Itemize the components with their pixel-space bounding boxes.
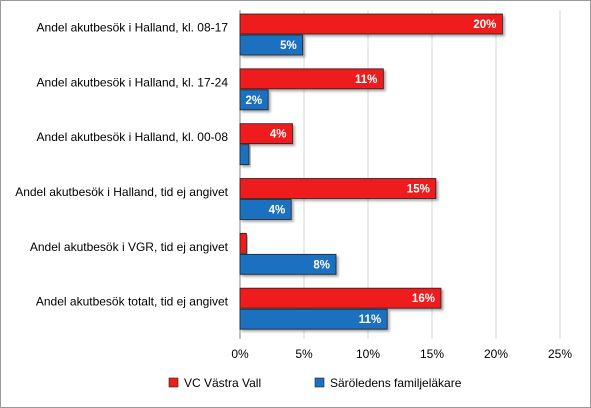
category-labels: Andel akutbesök i Halland, kl. 08-17 Ande…: [15, 20, 228, 308]
x-tick-label: 15%: [420, 347, 444, 361]
x-tick-label: 10%: [356, 347, 380, 361]
x-tick-label: 0%: [231, 347, 249, 361]
bars: 20% 5% 11% 2% 4% 15% 4% 8% 16% 11%: [239, 13, 503, 330]
data-label: 11%: [359, 314, 381, 326]
x-tick-label: 20%: [484, 347, 508, 361]
category-label: Andel akutbesök i Halland, kl. 00-08: [37, 130, 229, 144]
bar-vc-vastra-vall: [239, 123, 293, 145]
data-label: 15%: [407, 184, 430, 196]
bar-saroledens: [239, 253, 337, 275]
data-label: 16%: [412, 293, 435, 305]
bar-saroledens: [239, 89, 269, 111]
x-tick-label: 5%: [295, 347, 313, 361]
bar-saroledens: [239, 34, 304, 56]
category-label: Andel akutbesök totalt, tid ej angivet: [36, 295, 229, 309]
data-label: 2%: [246, 95, 263, 107]
gridlines: [239, 10, 561, 339]
data-label: 4%: [270, 129, 287, 141]
bar-vc-vastra-vall: [239, 232, 247, 254]
bar-saroledens: [239, 144, 250, 166]
legend-swatch: [168, 377, 179, 388]
bar-vc-vastra-vall: [239, 68, 384, 90]
data-label: 5%: [280, 40, 297, 52]
legend-label: VC Västra Vall: [184, 376, 261, 390]
legend-swatch: [314, 377, 325, 388]
x-tick-labels: 0% 5% 10% 15% 20% 25%: [231, 347, 572, 361]
bar-vc-vastra-vall: [239, 13, 503, 35]
data-label: 4%: [269, 205, 286, 217]
category-label: Andel akutbesök i Halland, kl. 17-24: [37, 75, 229, 89]
legend: VC Västra Vall Säröledens familjeläkare: [168, 376, 462, 390]
data-label: 11%: [355, 74, 377, 86]
bar-vc-vastra-vall: [239, 287, 442, 309]
bar-saroledens: [239, 199, 292, 220]
bar-vc-vastra-vall: [239, 178, 437, 199]
category-label: Andel akutbesök i VGR, tid ej angivet: [30, 240, 229, 254]
category-label: Andel akutbesök i Halland, kl. 08-17: [37, 20, 229, 34]
data-label: 8%: [313, 259, 330, 271]
x-tick-label: 25%: [548, 347, 572, 361]
data-label: 20%: [473, 19, 496, 31]
bar-saroledens: [239, 308, 388, 330]
category-label: Andel akutbesök i Halland, tid ej angive…: [15, 185, 228, 199]
legend-label: Säröledens familjeläkare: [330, 376, 462, 390]
